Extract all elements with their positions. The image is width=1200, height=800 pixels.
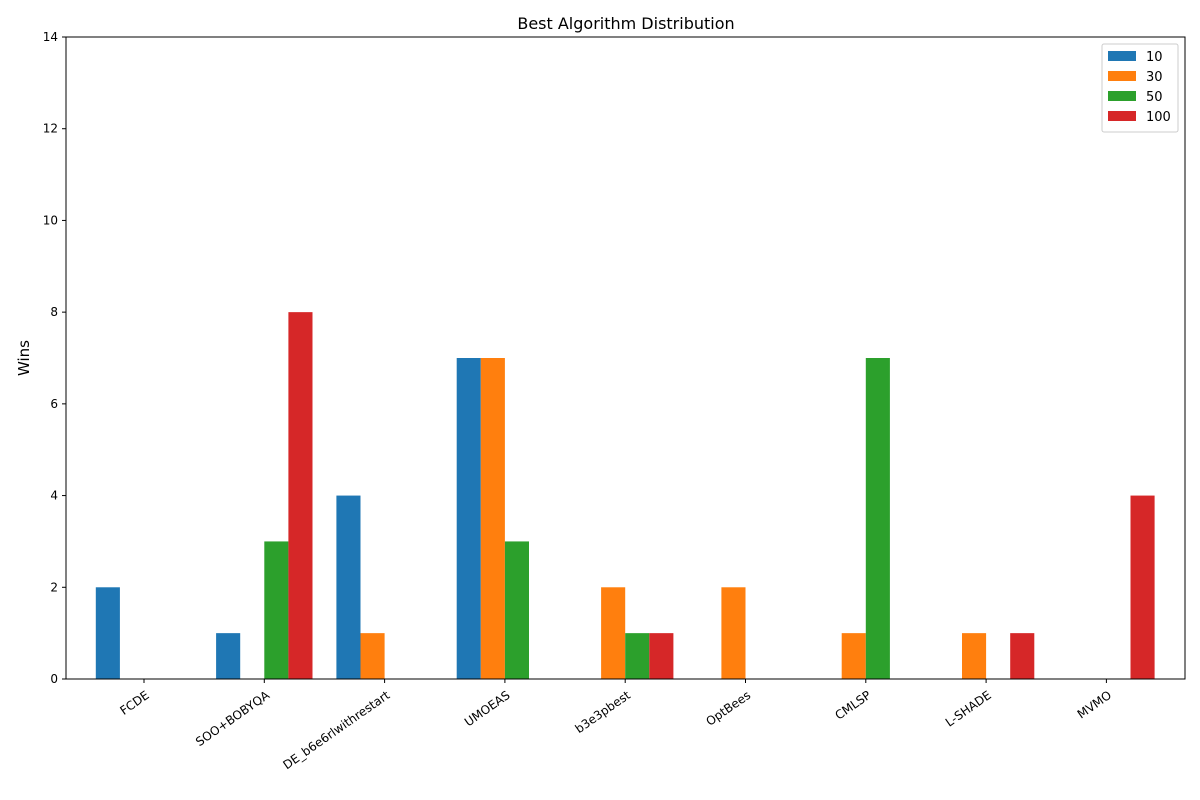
x-tick-label: FCDE [117,688,151,718]
legend-swatch [1108,111,1136,121]
chart-title: Best Algorithm Distribution [517,14,734,33]
y-tick-label: 10 [43,213,58,227]
x-tick-label: SOO+BOBYQA [193,688,273,750]
bars-group [95,312,1155,679]
bar-L-SHADE-30 [962,633,987,679]
legend-swatch [1108,71,1136,81]
x-tick-label: CMLSP [832,688,873,723]
bar-UMOEAS-10 [456,358,481,679]
bar-b3e3pbest-100 [649,633,674,679]
x-tick-label: OptBees [703,688,753,729]
y-tick-label: 6 [50,397,58,411]
legend-label: 30 [1146,70,1163,85]
x-tick-label: UMOEAS [462,688,513,729]
legend-swatch [1108,51,1136,61]
y-tick-label: 14 [43,30,58,44]
y-tick-label: 0 [50,672,58,686]
y-axis-label: Wins [15,340,33,376]
bar-FCDE-10 [95,587,120,679]
legend-label: 50 [1146,90,1163,105]
y-tick-label: 4 [50,489,58,503]
bar-b3e3pbest-30 [601,587,626,679]
y-axis: 0 2 4 6 8 10 12 14 [43,30,66,686]
x-tick-label: MVMO [1075,688,1114,721]
y-tick-label: 8 [50,305,58,319]
legend: 10 30 50 100 [1101,43,1179,133]
bar-MVMO-100 [1130,495,1155,679]
legend-swatch [1108,91,1136,101]
y-tick-label: 12 [43,122,58,136]
bar-UMOEAS-50 [504,541,529,679]
y-tick-label: 2 [50,580,58,594]
bar-DE_b6e6rlwithrestart-10 [336,495,361,679]
bar-OptBees-30 [721,587,746,679]
x-tick-label: b3e3pbest [573,688,634,736]
plot-frame [65,36,1186,680]
legend-label: 10 [1146,50,1163,65]
x-axis: FCDE SOO+BOBYQA DE_b6e6rlwithrestart UMOEAS… [117,679,1114,772]
bar-SOO+BOBYQA-50 [264,541,289,679]
bar-CMLSP-50 [865,358,890,679]
bar-L-SHADE-100 [1010,633,1035,679]
bar-b3e3pbest-50 [625,633,650,679]
x-tick-label: DE_b6e6rlwithrestart [280,688,392,772]
bar-CMLSP-30 [841,633,866,679]
bar-DE_b6e6rlwithrestart-30 [360,633,385,679]
bar-SOO+BOBYQA-100 [288,312,313,679]
bar-SOO+BOBYQA-10 [216,633,241,679]
x-tick-label: L-SHADE [943,688,994,730]
legend-box [1101,43,1179,133]
legend-label: 100 [1146,110,1171,125]
bar-UMOEAS-30 [480,358,505,679]
